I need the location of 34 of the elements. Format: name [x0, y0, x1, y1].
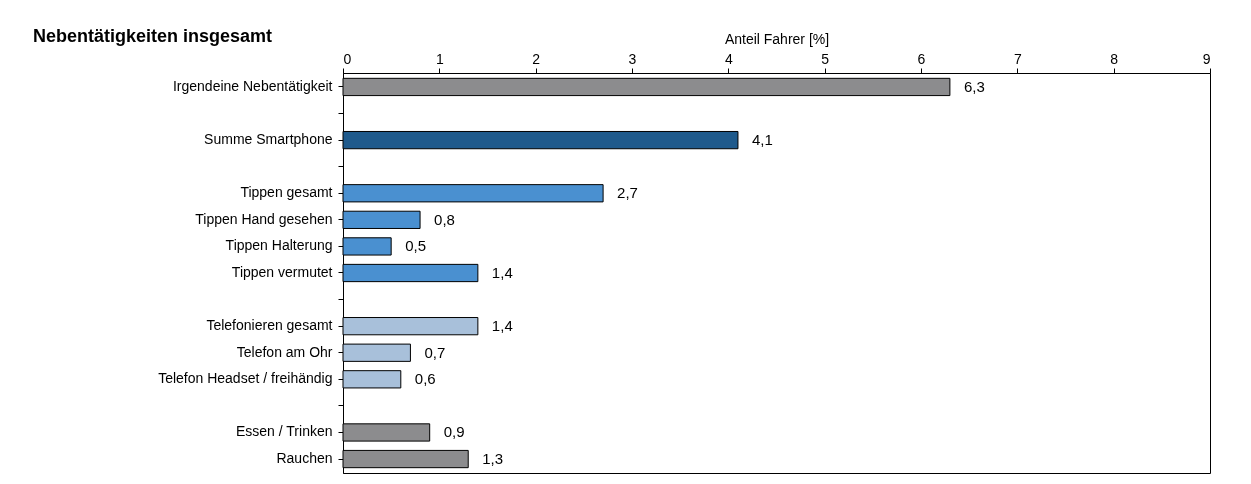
text: Nebentätigkeiten insgesamt: [33, 26, 273, 46]
data-label: 2,7: [617, 184, 638, 202]
x-tick-label: 4: [724, 50, 733, 67]
x-tick-label: 9: [1202, 50, 1211, 67]
y-tick-label: Telefon Headset / freihändig: [158, 370, 333, 387]
x-tick-label: 7: [1013, 50, 1022, 67]
y-tick-label: Tippen Hand gesehen: [195, 210, 333, 227]
data-label: 0,9: [443, 423, 465, 441]
y-tick-label: Irgendeine Nebentätigkeit: [172, 77, 333, 94]
data-label: 0,8: [434, 210, 455, 228]
x-tick-label: 1: [435, 50, 444, 67]
data-label: 0,5: [405, 237, 427, 255]
data-label: 4,1: [751, 131, 773, 149]
x-tick-label: 8: [1110, 50, 1119, 67]
x-axis-title: Anteil Fahrer [%]: [724, 30, 830, 47]
x-tick-label: 0: [343, 50, 352, 67]
data-label: 0,7: [424, 343, 446, 361]
x-tick-label: 5: [821, 50, 830, 67]
y-tick-label: Summe Smartphone: [204, 131, 333, 148]
y-tick-label: Tippen Halterung: [225, 237, 333, 254]
y-tick-label: Essen / Trinken: [236, 423, 333, 440]
y-tick-label: Telefonieren gesamt: [206, 317, 333, 334]
y-tick-label: Telefon am Ohr: [236, 343, 333, 360]
data-label: 1,4: [491, 264, 513, 281]
y-tick-label: Tippen gesamt: [240, 184, 333, 201]
y-tick-label: Rauchen: [276, 450, 333, 467]
y-tick-label: Tippen vermutet: [231, 264, 333, 280]
x-tick-label: 3: [628, 50, 637, 67]
data-label: 0,6: [414, 370, 436, 388]
data-label: 1,4: [491, 317, 513, 335]
data-label: 6,3: [963, 77, 985, 95]
data-label: 1,3: [482, 450, 504, 468]
x-tick-label: 6: [917, 50, 926, 67]
x-tick-label: 2: [532, 50, 541, 67]
